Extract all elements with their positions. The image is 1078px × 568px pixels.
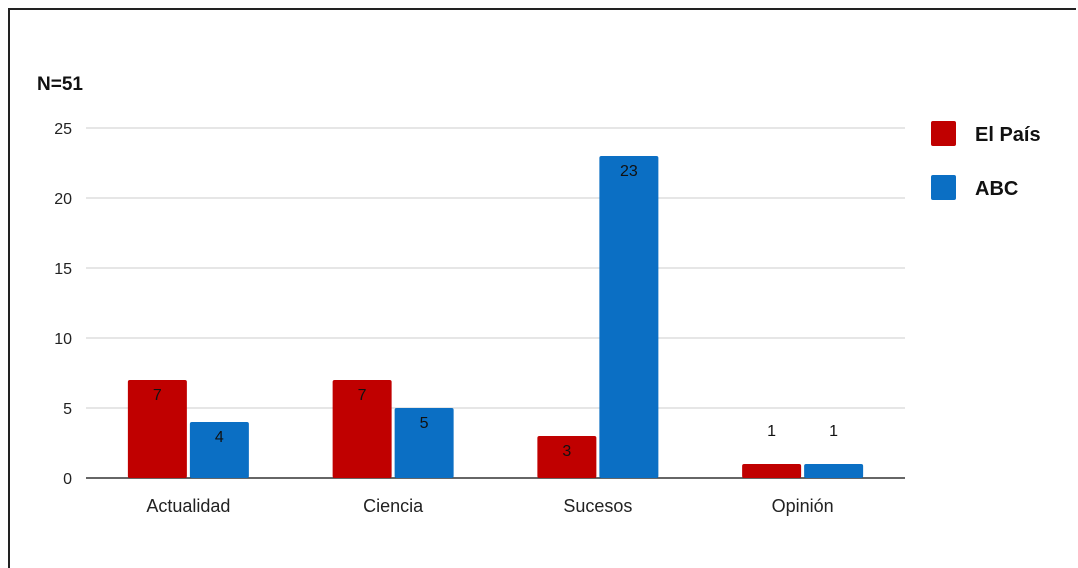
- data-labels: 7 4 7 5 3 23 1 1: [153, 163, 838, 460]
- data-label: 7: [358, 387, 367, 404]
- bar: [127, 380, 187, 478]
- data-label: 23: [620, 163, 638, 180]
- x-tick-label: Opinión: [772, 496, 834, 516]
- y-tick-label: 5: [63, 401, 72, 418]
- bar: [599, 156, 659, 478]
- bar: [804, 464, 864, 478]
- bar-chart: N=51 0 5 10 15 20 25 7 4 7 5 3 23 1 1 Actualidad Cien…: [37, 74, 1041, 516]
- x-tick-label: Ciencia: [363, 496, 424, 516]
- y-tick-label: 0: [63, 471, 72, 488]
- legend: El País ABC: [931, 121, 1041, 200]
- y-tick-label: 20: [54, 191, 72, 208]
- chart-frame: [8, 8, 1076, 568]
- legend-swatch: [931, 121, 956, 146]
- data-label: 1: [767, 423, 776, 440]
- bar: [394, 408, 454, 478]
- y-tick-label: 25: [54, 121, 72, 138]
- chart-title: N=51: [37, 74, 83, 95]
- y-axis-ticks: 0 5 10 15 20 25: [54, 121, 72, 488]
- data-label: 4: [215, 429, 224, 446]
- bar: [742, 464, 802, 478]
- y-tick-label: 10: [54, 331, 72, 348]
- x-tick-label: Actualidad: [146, 496, 230, 516]
- x-axis-ticks: Actualidad Ciencia Sucesos Opinión: [146, 496, 833, 516]
- data-label: 1: [829, 423, 838, 440]
- bars: [127, 156, 864, 478]
- bar: [189, 422, 249, 478]
- x-tick-label: Sucesos: [563, 496, 632, 516]
- bar: [332, 380, 392, 478]
- data-label: 5: [420, 415, 429, 432]
- bar: [537, 436, 597, 478]
- legend-label: El País: [975, 124, 1041, 146]
- legend-swatch: [931, 175, 956, 200]
- y-tick-label: 15: [54, 261, 72, 278]
- data-label: 3: [562, 443, 571, 460]
- data-label: 7: [153, 387, 162, 404]
- legend-label: ABC: [975, 178, 1018, 200]
